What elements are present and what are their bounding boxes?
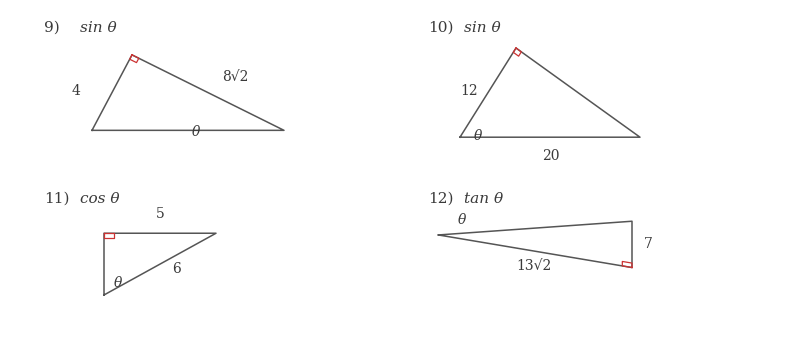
Text: θ: θ [114,276,122,290]
Text: tan θ: tan θ [464,192,503,206]
Text: 10): 10) [428,21,454,35]
Text: θ: θ [192,125,200,139]
Text: 12: 12 [461,84,478,98]
Text: 13√2: 13√2 [517,259,552,273]
Text: 8√2: 8√2 [222,70,249,84]
Text: sin θ: sin θ [80,21,117,35]
Text: 11): 11) [44,192,70,206]
Text: 12): 12) [428,192,454,206]
Text: cos θ: cos θ [80,192,119,206]
Text: 9): 9) [44,21,60,35]
Text: sin θ: sin θ [464,21,501,35]
Text: 6: 6 [172,262,181,276]
Text: θ: θ [458,213,466,227]
Text: 7: 7 [644,237,653,250]
Text: θ: θ [474,129,482,143]
Text: 20: 20 [542,149,559,163]
Text: 5: 5 [156,207,164,221]
Text: 4: 4 [71,84,80,98]
